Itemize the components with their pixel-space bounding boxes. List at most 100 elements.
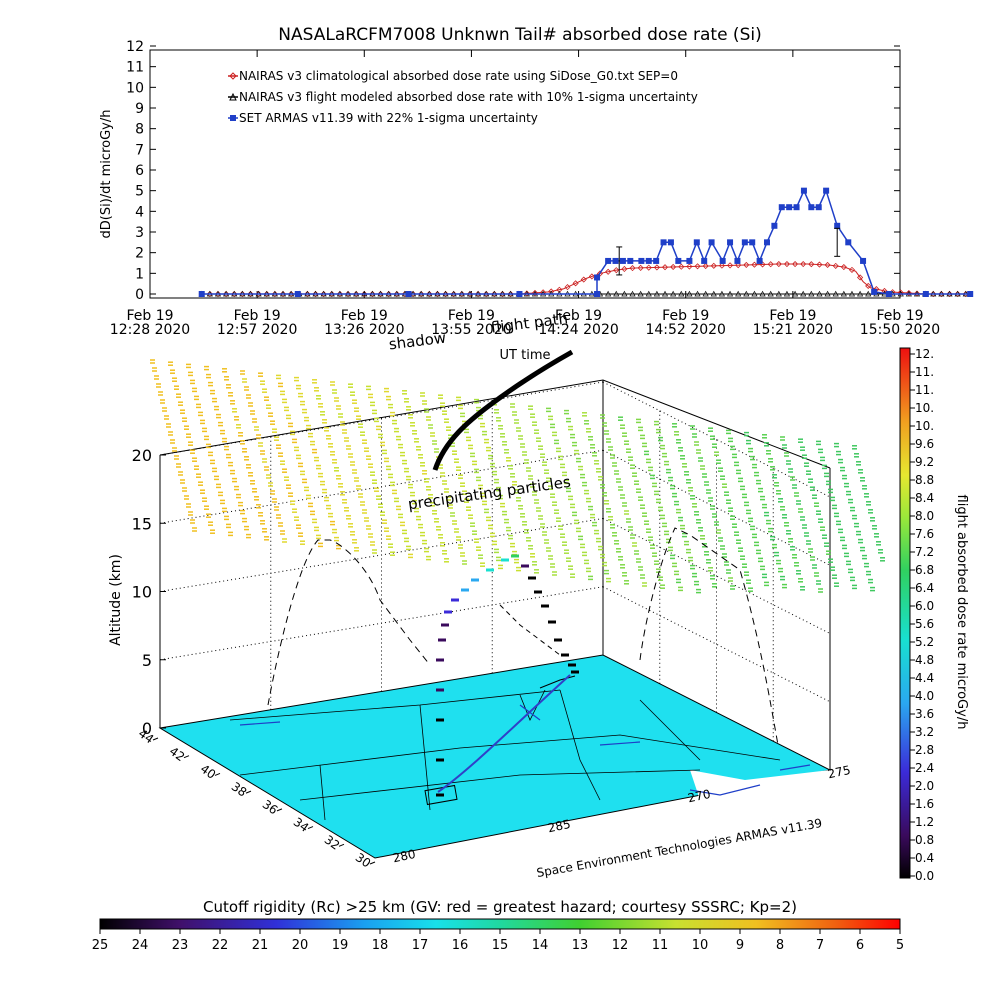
latitude-tick bbox=[338, 843, 345, 847]
y-tick-label: 4 bbox=[135, 204, 144, 220]
armas-point bbox=[815, 204, 822, 211]
latitude-tick-label: 38 bbox=[229, 779, 250, 799]
shadow-curve-mid bbox=[499, 604, 561, 656]
altitude-tick-label: 10 bbox=[132, 583, 152, 602]
y-tick-label: 6 bbox=[135, 163, 144, 179]
ground-map bbox=[158, 654, 832, 859]
armas-point bbox=[667, 239, 674, 246]
armas-point bbox=[845, 239, 852, 246]
y-tick-label: 9 bbox=[135, 101, 144, 117]
dose-colorbar-tick-label: 11. bbox=[915, 383, 934, 397]
dose-colorbar-ticks: 12. 11. 11. 10. 10. 9.6 9.2 8.8 8.4 8.0 7.6 7.2 6.8 6… bbox=[910, 347, 934, 883]
longitude-axis: 280 285 270 275 bbox=[392, 763, 852, 865]
rigidity-colorbar-tick-label: 7 bbox=[816, 938, 824, 953]
nairas-clim-point bbox=[824, 261, 831, 269]
nairas-flight-point bbox=[670, 290, 677, 297]
armas-point bbox=[605, 257, 612, 264]
dose-colorbar-tick-label: 8.0 bbox=[915, 509, 934, 523]
nairas-clim-point bbox=[840, 263, 847, 271]
longitude-tick-label: 285 bbox=[547, 817, 572, 835]
rigidity-colorbar-tick-label: 16 bbox=[452, 938, 469, 953]
nairas-flight-point bbox=[686, 290, 693, 297]
armas-point bbox=[885, 291, 892, 297]
legend-label: NAIRAS v3 flight modeled absorbed dose r… bbox=[239, 90, 698, 104]
nairas-flight-point bbox=[645, 290, 652, 297]
nairas-flight-point bbox=[702, 290, 709, 297]
nairas-clim-point bbox=[848, 266, 856, 273]
nairas-clim-point bbox=[661, 264, 669, 271]
armas-point bbox=[719, 257, 726, 264]
ocean-region bbox=[690, 770, 830, 810]
nairas-clim-point bbox=[580, 276, 587, 283]
y-tick-label: 10 bbox=[126, 80, 144, 96]
dose-colorbar-tick-label: 11. bbox=[915, 365, 934, 379]
nairas-flight-point bbox=[824, 290, 831, 297]
nairas-flight-point bbox=[743, 290, 750, 297]
dose-colorbar-tick-label: 0.4 bbox=[915, 851, 934, 865]
rigidity-colorbar-tick-label: 20 bbox=[292, 938, 309, 953]
armas-point bbox=[800, 187, 807, 194]
armas-point bbox=[778, 204, 785, 211]
dose-colorbar-tick-label: 3.6 bbox=[915, 707, 934, 721]
dose-colorbar-tick-label: 2.0 bbox=[915, 779, 934, 793]
latitude-tick bbox=[276, 808, 283, 812]
dose-colorbar-tick-label: 10. bbox=[915, 401, 934, 415]
altitude-axis-label: Altitude (km) bbox=[108, 554, 124, 646]
dose-colorbar-tick-label: 4.4 bbox=[915, 671, 934, 685]
y-tick-label: 5 bbox=[135, 184, 144, 200]
nairas-clim-point bbox=[694, 263, 701, 270]
latitude-tick-label: 36 bbox=[260, 797, 281, 817]
nairas-flight-point bbox=[759, 290, 766, 297]
nairas-clim-point bbox=[670, 263, 677, 271]
grid-right-wall bbox=[602, 586, 831, 703]
y-tick-label: 0 bbox=[135, 287, 144, 303]
series-line-nairas-clim bbox=[201, 263, 971, 295]
legend-marker-triangle bbox=[229, 92, 237, 101]
nairas-flight-point bbox=[629, 290, 636, 297]
armas-point bbox=[793, 204, 800, 211]
nairas-flight-point bbox=[637, 290, 644, 297]
armas-point bbox=[294, 291, 301, 297]
armas-point bbox=[645, 257, 652, 264]
armas-point bbox=[405, 291, 412, 297]
dose-colorbar-tick-label: 0.0 bbox=[915, 869, 934, 883]
rigidity-colorbar-tick-label: 19 bbox=[332, 938, 349, 953]
rigidity-colorbar-ticks: 25 24 23 22 21 20 19 18 17 16 15 14 13 12 11 10 9 8 7 6 5 bbox=[92, 929, 904, 953]
dose-colorbar-label: flight absorbed dose rate microGy/h bbox=[954, 495, 969, 730]
armas-point bbox=[675, 257, 682, 264]
rigidity-colorbar-tick-label: 24 bbox=[132, 938, 149, 953]
dose-colorbar-ramp bbox=[899, 347, 911, 879]
latitude-tick bbox=[307, 826, 314, 830]
dose-colorbar-tick-label: 4.8 bbox=[915, 653, 934, 667]
nairas-clim-point bbox=[653, 264, 660, 271]
rigidity-colorbar-tick-label: 14 bbox=[532, 938, 549, 953]
legend-label: NAIRAS v3 climatological absorbed dose r… bbox=[239, 69, 678, 83]
nairas-flight-point bbox=[840, 290, 847, 297]
x-tick-label: Feb 19 bbox=[769, 308, 816, 324]
latitude-tick-label: 42 bbox=[167, 744, 188, 764]
y-tick-label: 3 bbox=[135, 225, 144, 241]
x-tick-label: Feb 19 bbox=[448, 308, 495, 324]
y-tick-label: 2 bbox=[135, 246, 144, 262]
nairas-flight-point bbox=[605, 290, 612, 297]
nairas-clim-point bbox=[792, 260, 799, 268]
nairas-clim-point bbox=[751, 261, 758, 268]
longitude-tick-label: 270 bbox=[687, 787, 712, 805]
armas-point bbox=[922, 291, 929, 297]
armas-point bbox=[638, 257, 645, 264]
shadow-curve-left bbox=[267, 539, 431, 706]
altitude-axis: 0 5 10 15 20 bbox=[132, 446, 166, 738]
dose-colorbar-tick-label: 7.6 bbox=[915, 527, 934, 541]
state-borders bbox=[229, 689, 781, 821]
nairas-flight-point bbox=[767, 290, 774, 297]
armas-point bbox=[727, 239, 734, 246]
armas-point bbox=[516, 291, 523, 297]
y-tick-label: 7 bbox=[135, 142, 144, 158]
legend-marker-diamond bbox=[229, 72, 237, 80]
armas-point bbox=[594, 274, 601, 281]
x-tick-label: 13:26 2020 bbox=[324, 322, 404, 338]
nairas-flight-point bbox=[735, 290, 742, 297]
nairas-clim-point bbox=[726, 262, 734, 269]
longitude-tick-label: 280 bbox=[392, 847, 417, 865]
